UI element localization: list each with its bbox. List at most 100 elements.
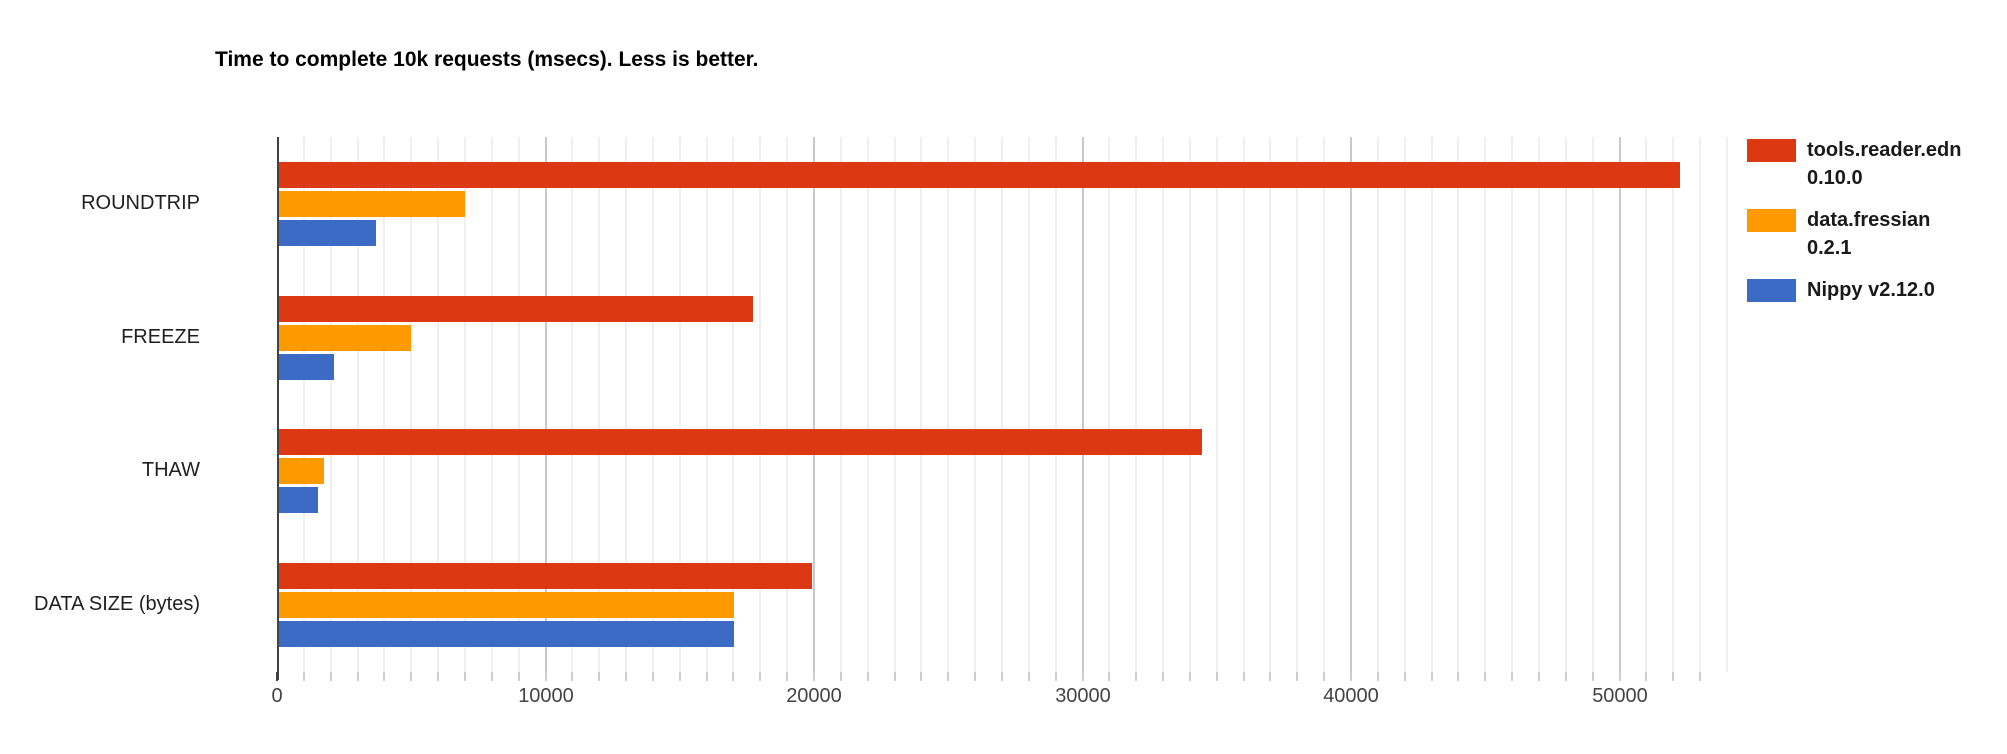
gridline-minor: [1108, 137, 1111, 672]
gridline-major: [1618, 137, 1621, 672]
axis-tick: [1619, 672, 1621, 681]
axis-tick: [1135, 672, 1137, 681]
bar-data-size-bytes-data-fressian-0-2-1[interactable]: [278, 592, 734, 618]
gridline-minor: [1537, 137, 1540, 672]
axis-tick-zero: [276, 672, 278, 681]
x-tick-label-40000: 40000: [1323, 685, 1379, 707]
axis-tick: [1028, 672, 1030, 681]
gridline-minor: [598, 137, 601, 672]
gridline-minor: [866, 137, 869, 672]
gridline-minor: [1188, 137, 1191, 672]
gridline-minor: [1403, 137, 1406, 672]
axis-tick: [1672, 672, 1674, 681]
axis-tick: [1404, 672, 1406, 681]
axis-tick: [652, 672, 654, 681]
gridline-minor: [705, 137, 708, 672]
gridline-minor: [678, 137, 681, 672]
legend-swatch: [1747, 209, 1796, 232]
gridline-minor: [1323, 137, 1326, 672]
legend-label: Nippy v2.12.0: [1807, 279, 1935, 301]
axis-tick: [1457, 672, 1459, 681]
gridline-minor: [1242, 137, 1245, 672]
x-tick-label-20000: 20000: [786, 685, 842, 707]
bar-roundtrip-nippy-v2-12-0[interactable]: [278, 220, 376, 246]
gridline-minor: [356, 137, 359, 672]
gridline-minor: [1296, 137, 1299, 672]
legend-label: tools.reader.edn 0.10.0: [1807, 139, 1962, 189]
axis-tick: [437, 672, 439, 681]
axis-tick: [330, 672, 332, 681]
axis-tick: [706, 672, 708, 681]
axis-tick: [920, 672, 922, 681]
axis-tick: [1269, 672, 1271, 681]
axis-tick: [410, 672, 412, 681]
axis-tick: [1377, 672, 1379, 681]
gridline-minor: [1725, 137, 1728, 672]
legend-item-tools-reader-edn-0-10-0: tools.reader.edn 0.10.0: [1747, 136, 1977, 192]
gridline-minor: [437, 137, 440, 672]
bar-thaw-nippy-v2-12-0[interactable]: [278, 487, 318, 513]
axis-tick: [947, 672, 949, 681]
axis-tick: [1055, 672, 1057, 681]
legend-item-nippy-v2-12-0: Nippy v2.12.0: [1747, 276, 1977, 304]
category-label-thaw: THAW: [141, 459, 200, 481]
axis-tick: [1323, 672, 1325, 681]
legend-label: data.fressian 0.2.1: [1807, 209, 1931, 259]
bar-freeze-tools-reader-edn-0-10-0[interactable]: [278, 296, 753, 322]
axis-tick: [732, 672, 734, 681]
axis-tick: [1484, 672, 1486, 681]
gridline-minor: [1672, 137, 1675, 672]
gridline-minor: [1027, 137, 1030, 672]
bar-data-size-bytes-tools-reader-edn-0-10-0[interactable]: [278, 563, 812, 589]
gridline-minor: [1484, 137, 1487, 672]
axis-tick: [1243, 672, 1245, 681]
axis-tick: [545, 672, 547, 681]
bar-roundtrip-data-fressian-0-2-1[interactable]: [278, 191, 465, 217]
bar-roundtrip-tools-reader-edn-0-10-0[interactable]: [278, 162, 1680, 188]
gridline-minor: [786, 137, 789, 672]
plot-area: [277, 137, 1735, 672]
bar-freeze-data-fressian-0-2-1[interactable]: [278, 325, 411, 351]
gridline-major: [544, 137, 547, 672]
axis-tick: [1216, 672, 1218, 681]
category-label-data-size-bytes: DATA SIZE (bytes): [34, 593, 200, 615]
gridline-major: [1081, 137, 1084, 672]
axis-tick: [491, 672, 493, 681]
legend-swatch: [1747, 279, 1796, 302]
gridline-minor: [1564, 137, 1567, 672]
bar-freeze-nippy-v2-12-0[interactable]: [278, 354, 334, 380]
axis-tick: [1082, 672, 1084, 681]
category-label-freeze: FREEZE: [121, 326, 200, 348]
bar-thaw-data-fressian-0-2-1[interactable]: [278, 458, 324, 484]
gridline-minor: [974, 137, 977, 672]
legend-swatch: [1747, 139, 1796, 162]
x-tick-label-10000: 10000: [518, 685, 574, 707]
gridline-minor: [329, 137, 332, 672]
gridline-minor: [1645, 137, 1648, 672]
gridline-minor: [651, 137, 654, 672]
gridline-minor: [1162, 137, 1165, 672]
bar-data-size-bytes-nippy-v2-12-0[interactable]: [278, 621, 734, 647]
axis-tick: [974, 672, 976, 681]
gridline-minor: [571, 137, 574, 672]
gridline-minor: [1054, 137, 1057, 672]
axis-tick: [598, 672, 600, 681]
axis-tick: [759, 672, 761, 681]
axis-tick: [1699, 672, 1701, 681]
gridline-minor: [839, 137, 842, 672]
gridline-minor: [383, 137, 386, 672]
axis-tick: [1645, 672, 1647, 681]
bar-thaw-tools-reader-edn-0-10-0[interactable]: [278, 429, 1202, 455]
axis-tick: [571, 672, 573, 681]
gridline-minor: [1511, 137, 1514, 672]
x-tick-label-0: 0: [271, 685, 283, 707]
axis-tick: [894, 672, 896, 681]
gridline-minor: [490, 137, 493, 672]
axis-tick: [1001, 672, 1003, 681]
gridline-minor: [1376, 137, 1379, 672]
gridline-major: [813, 137, 816, 672]
gridline-minor: [920, 137, 923, 672]
axis-tick: [1162, 672, 1164, 681]
axis-tick: [1565, 672, 1567, 681]
